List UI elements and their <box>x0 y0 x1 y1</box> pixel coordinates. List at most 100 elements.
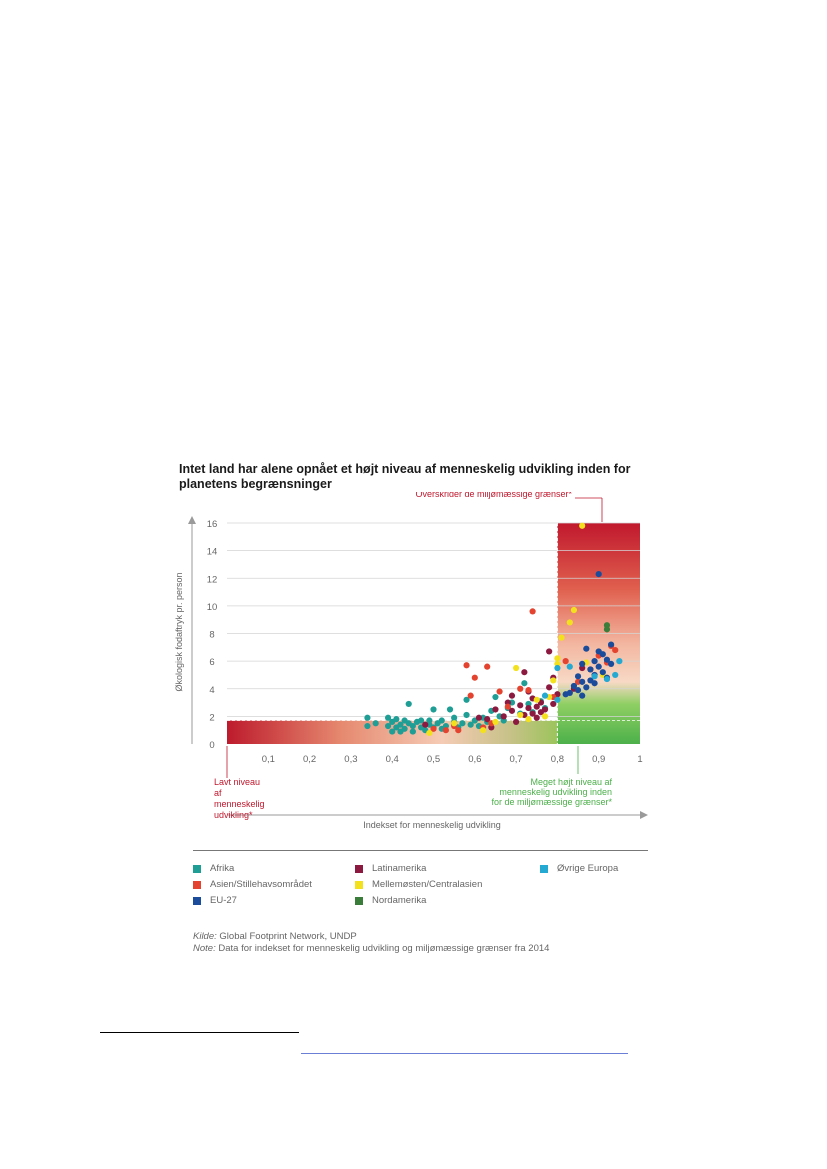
data-point <box>574 687 582 694</box>
x-tick-label: 1 <box>637 754 642 765</box>
data-point <box>467 692 474 699</box>
legend-label: EU-27 <box>210 895 237 906</box>
data-point <box>508 692 516 699</box>
y-tick-label: 4 <box>209 685 214 696</box>
data-point <box>504 703 511 710</box>
data-point <box>541 713 549 720</box>
data-point <box>471 674 478 681</box>
data-point <box>442 727 449 734</box>
scatter-chart: 0 2 4 6 8 10 12 14 16 0,1 0,2 0,3 0,4 0,5 0,6 0,7 0,8 0,9… <box>174 492 648 830</box>
legend-item: EU-27 <box>193 895 355 906</box>
data-point <box>616 658 623 665</box>
data-point <box>513 718 520 725</box>
data-points <box>364 522 623 737</box>
annotation-exceeds: Overskrider de miljømæssige grænser* <box>415 492 572 499</box>
y-tick-label: 14 <box>207 547 218 558</box>
data-point <box>521 669 528 676</box>
data-point <box>541 706 549 713</box>
data-point <box>591 658 598 665</box>
data-point <box>603 675 611 683</box>
data-point <box>484 663 491 670</box>
data-point <box>599 651 606 658</box>
data-point <box>492 706 499 713</box>
data-point <box>595 571 602 578</box>
data-point <box>401 725 408 732</box>
legend-label: Latinamerika <box>372 863 427 874</box>
source-text: Global Footprint Network, UNDP <box>216 931 357 942</box>
data-point <box>393 716 400 723</box>
note-text: Data for indekset for menneskelig udvikl… <box>215 943 550 954</box>
data-point <box>409 722 416 730</box>
annotations: Overskrider de miljømæssige grænser* Lavt… <box>214 492 612 820</box>
data-point <box>550 700 557 708</box>
data-point <box>607 660 615 667</box>
data-point <box>492 693 499 701</box>
data-point <box>438 717 445 724</box>
data-point <box>525 716 532 723</box>
y-tick-label: 16 <box>207 519 218 530</box>
data-point <box>558 634 565 641</box>
data-point <box>467 721 474 728</box>
data-point <box>587 666 594 673</box>
x-tick-label: 0,5 <box>427 754 440 765</box>
legend-swatch <box>193 864 201 873</box>
data-point <box>517 702 524 709</box>
legend-label: Øvrige Europa <box>557 863 619 874</box>
data-point <box>533 714 540 721</box>
data-point <box>583 684 590 691</box>
data-point <box>521 680 528 687</box>
data-point <box>583 645 590 652</box>
x-axis-arrow <box>640 811 648 819</box>
source-label: Kilde: <box>193 931 217 942</box>
data-point <box>554 655 561 662</box>
data-point <box>579 678 586 685</box>
data-point <box>612 671 619 679</box>
legend-swatch <box>193 896 201 905</box>
data-point <box>463 711 470 719</box>
data-point <box>451 714 458 721</box>
data-point <box>599 669 606 676</box>
data-point <box>492 718 499 725</box>
x-tick-label: 0,1 <box>262 754 275 765</box>
data-point <box>607 641 615 648</box>
x-tick-label: 0,6 <box>468 754 481 765</box>
annotation-very-high: Meget højt niveau af <box>530 777 612 787</box>
data-point <box>517 711 524 719</box>
legend-swatch <box>355 880 363 889</box>
data-point <box>496 688 503 695</box>
data-point <box>484 716 491 723</box>
data-point <box>562 658 569 665</box>
data-point <box>463 696 470 703</box>
annotation-low-hdi: menneskelig <box>214 799 265 809</box>
footnote-link-underline[interactable] <box>301 1053 628 1054</box>
data-point <box>591 673 598 680</box>
data-point <box>603 622 611 629</box>
data-point <box>579 522 586 529</box>
annotation-low-hdi: Lavt niveau <box>214 777 260 787</box>
data-point <box>546 648 553 655</box>
x-tick-label: 0,4 <box>386 754 399 765</box>
data-point <box>554 664 561 672</box>
x-axis-label: Indekset for menneskelig udvikling <box>363 820 501 830</box>
y-tick-label: 2 <box>209 712 214 723</box>
data-point <box>430 725 437 732</box>
x-tick-label: 0,7 <box>509 754 522 765</box>
data-point <box>612 646 619 654</box>
data-point <box>591 680 598 687</box>
x-tick-label: 0,9 <box>592 754 605 765</box>
y-tick-label: 0 <box>209 740 214 751</box>
y-tick-label: 10 <box>207 602 218 613</box>
legend-label: Afrika <box>210 863 235 874</box>
data-point <box>430 706 437 713</box>
legend-swatch <box>193 880 201 889</box>
data-point <box>451 720 458 727</box>
tick-labels: 0 2 4 6 8 10 12 14 16 0,1 0,2 0,3 0,4 0,5 0,6 0,7 0,8 0,9… <box>207 519 643 765</box>
data-point <box>517 685 524 692</box>
data-point <box>513 664 520 672</box>
annotation-low-hdi: af <box>214 788 222 798</box>
data-point <box>525 687 532 694</box>
data-point <box>579 692 586 699</box>
data-point <box>570 606 578 614</box>
data-point <box>554 696 561 703</box>
legend: Afrika Latinamerika Øvrige Europa Asien/Sti… <box>193 850 648 906</box>
